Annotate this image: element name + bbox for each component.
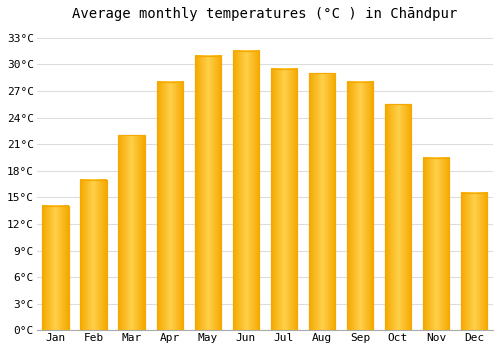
Bar — [270, 69, 297, 330]
Bar — [194, 56, 221, 330]
Bar — [346, 82, 374, 330]
Bar — [346, 82, 374, 330]
Bar — [42, 206, 69, 330]
Bar — [232, 51, 259, 330]
Bar — [80, 180, 107, 330]
Bar — [42, 206, 69, 330]
Bar — [156, 82, 183, 330]
Bar — [422, 158, 450, 330]
Bar — [308, 74, 335, 330]
Bar — [460, 193, 487, 330]
Title: Average monthly temperatures (°C ) in Chāndpur: Average monthly temperatures (°C ) in Ch… — [72, 7, 458, 21]
Bar — [270, 69, 297, 330]
Bar — [80, 180, 107, 330]
Bar — [232, 51, 259, 330]
Bar — [384, 104, 411, 330]
Bar — [118, 135, 145, 330]
Bar — [384, 104, 411, 330]
Bar — [156, 82, 183, 330]
Bar — [118, 135, 145, 330]
Bar — [422, 158, 450, 330]
Bar — [308, 74, 335, 330]
Bar — [194, 56, 221, 330]
Bar — [460, 193, 487, 330]
